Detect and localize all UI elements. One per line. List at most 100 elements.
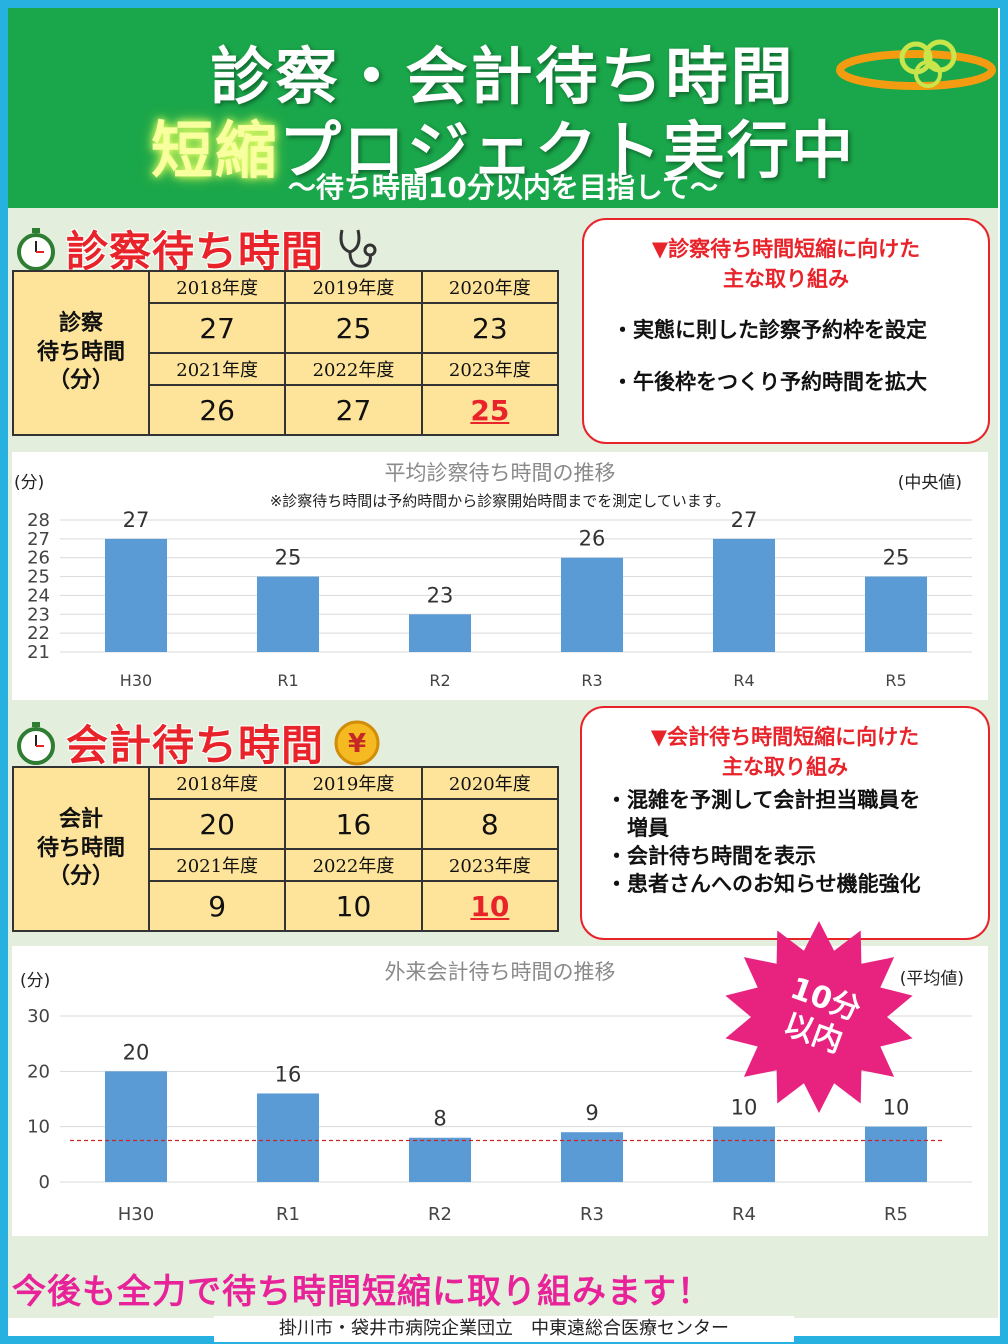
y-tick-label: 30 bbox=[27, 1006, 50, 1027]
exam-value-cell: 25 bbox=[284, 302, 423, 354]
exam-row-label: 診察 待ち時間 （分） bbox=[12, 270, 150, 436]
exam-chart-ylabel: (分) bbox=[14, 473, 45, 493]
billing-measure-item: ・会計待ち時間を表示 bbox=[606, 844, 816, 868]
bar-value-label: 8 bbox=[433, 1107, 446, 1131]
billing-value-cell: 9 bbox=[147, 880, 287, 932]
x-tick-label: R1 bbox=[277, 671, 298, 690]
billing-year-cell: 2021年度 bbox=[147, 848, 287, 882]
billing-year-cell: 2023年度 bbox=[420, 848, 560, 882]
y-tick-label: 25 bbox=[27, 567, 50, 588]
billing-row-label: 会計 待ち時間 （分） bbox=[12, 766, 150, 932]
header-subtitle: ～待ち時間10分以内を目指して～ bbox=[287, 171, 719, 204]
bar-value-label: 27 bbox=[123, 508, 150, 532]
x-tick-label: H30 bbox=[118, 1204, 154, 1225]
exam-year-cell: 2019年度 bbox=[284, 270, 423, 304]
bar-value-label: 26 bbox=[579, 527, 606, 551]
exam-title-text: 診察待ち時間 bbox=[66, 227, 325, 276]
billing-measures-box: ▼会計待ち時間短縮に向けた 主な取り組み ・混雑を予測して会計担当職員を 増員 ・… bbox=[580, 706, 990, 940]
bar-value-label: 25 bbox=[275, 546, 302, 570]
x-tick-label: R4 bbox=[732, 1204, 756, 1225]
x-tick-label: R2 bbox=[428, 1204, 452, 1225]
billing-chart: 0 10 20 30 20 H30 16 R1 8 R2 9 R3 10 R4 10 R5 外来会計待ち時間の… bbox=[12, 946, 988, 1236]
exam-measures-box: ▼診察待ち時間短縮に向けた 主な取り組み ・実態に則した診察予約枠を設定 ・午後枠… bbox=[582, 218, 990, 444]
y-tick-label: 10 bbox=[27, 1117, 50, 1138]
header-title-line1: 診察・会計待ち時間 bbox=[210, 40, 796, 113]
stethoscope-icon bbox=[339, 229, 377, 268]
x-tick-label: R2 bbox=[429, 671, 450, 690]
x-tick-label: H30 bbox=[120, 671, 152, 690]
billing-year-cell: 2020年度 bbox=[420, 766, 560, 800]
y-tick-label: 22 bbox=[27, 623, 50, 644]
y-tick-label: 24 bbox=[27, 585, 50, 606]
exam-chart: 21 22 23 24 25 26 27 28 27 H30 25 R1 23 R2 26 R3 27 R4 25 R… bbox=[12, 452, 988, 700]
bar-value-label: 23 bbox=[427, 583, 454, 607]
stopwatch-icon bbox=[17, 721, 55, 765]
billing-chart-stat: (平均値) bbox=[899, 969, 964, 989]
exam-value-cell: 26 bbox=[147, 384, 287, 436]
bar bbox=[257, 576, 319, 652]
bar bbox=[105, 538, 167, 652]
x-tick-label: R5 bbox=[885, 671, 906, 690]
y-tick-label: 0 bbox=[39, 1172, 50, 1193]
exam-measure-item: ・午後枠をつくり予約時間を拡大 bbox=[612, 370, 927, 394]
exam-year-cell: 2021年度 bbox=[147, 352, 287, 386]
bar-value-label: 20 bbox=[123, 1040, 150, 1064]
y-tick-label: 21 bbox=[27, 642, 50, 663]
billing-chart-svg: 0 10 20 30 20 H30 16 R1 8 R2 9 R3 10 R4 10 R5 bbox=[27, 1006, 972, 1225]
billing-title-text: 会計待ち時間 bbox=[66, 721, 325, 770]
exam-year-cell: 2018年度 bbox=[147, 270, 287, 304]
header-title-line2: 短縮プロジェクト実行中 bbox=[8, 100, 998, 190]
exam-year-cell: 2022年度 bbox=[284, 352, 423, 386]
bar-value-label: 25 bbox=[883, 546, 910, 570]
exam-year-cell: 2023年度 bbox=[420, 352, 560, 386]
header-banner: 診察・会計待ち時間 短縮プロジェクト実行中 ～待ち時間10分以内を目指して～ bbox=[8, 8, 998, 208]
exam-measure-item: ・実態に則した診察予約枠を設定 bbox=[612, 318, 927, 342]
bar-value-label: 10 bbox=[883, 1096, 910, 1120]
header-title-highlight: 短縮 bbox=[150, 114, 279, 187]
exam-section-title: 診察待ち時間 bbox=[14, 218, 380, 279]
x-tick-label: R3 bbox=[581, 671, 602, 690]
yen-coin-icon: ¥ bbox=[334, 720, 380, 765]
y-tick-label: 20 bbox=[27, 1061, 50, 1082]
billing-value-cell: 20 bbox=[147, 798, 287, 850]
bar-value-label: 27 bbox=[731, 508, 758, 532]
billing-measure-item: ・患者さんへのお知らせ機能強化 bbox=[606, 872, 921, 896]
exam-chart-title: 平均診察待ち時間の推移 bbox=[384, 461, 616, 485]
closing-message: 今後も全力で待ち時間短縮に取り組みます！ bbox=[12, 1272, 712, 1312]
ten-minute-badge: 10分 以内 bbox=[725, 921, 913, 1113]
stopwatch-icon bbox=[17, 227, 55, 271]
bar bbox=[561, 1132, 623, 1182]
exam-chart-note: ※診察待ち時間は予約時間から診察開始時間までを測定しています。 bbox=[269, 492, 731, 510]
x-tick-label: R5 bbox=[884, 1204, 908, 1225]
footer-organization: 掛川市・袋井市病院企業団立 中東遠総合医療センター bbox=[214, 1316, 794, 1342]
y-tick-label: 23 bbox=[27, 604, 50, 625]
bar bbox=[257, 1093, 319, 1182]
exam-chart-stat: (中央値) bbox=[897, 473, 962, 493]
x-tick-label: R1 bbox=[276, 1204, 300, 1225]
exam-value-cell: 27 bbox=[284, 384, 423, 436]
y-tick-label: 27 bbox=[27, 529, 50, 550]
billing-measures-title: ▼会計待ち時間短縮に向けた 主な取り組み bbox=[650, 725, 920, 779]
bar bbox=[561, 557, 623, 652]
bar bbox=[409, 1137, 471, 1182]
billing-year-cell: 2022年度 bbox=[284, 848, 423, 882]
hospital-logo-icon bbox=[836, 39, 996, 90]
billing-chart-ylabel: (分) bbox=[20, 971, 51, 991]
bar-value-label: 10 bbox=[731, 1096, 758, 1120]
bar-value-label: 9 bbox=[585, 1101, 598, 1125]
bar bbox=[713, 1126, 775, 1182]
bar bbox=[865, 576, 927, 652]
billing-value-cell: 10 bbox=[284, 880, 423, 932]
billing-value-latest: 10 bbox=[420, 880, 560, 932]
exam-value-cell: 27 bbox=[147, 302, 287, 354]
x-tick-label: R3 bbox=[580, 1204, 604, 1225]
svg-text:¥: ¥ bbox=[348, 729, 366, 759]
billing-chart-title: 外来会計待ち時間の推移 bbox=[384, 960, 616, 984]
exam-table: 診察 待ち時間 （分） 2018年度 2019年度 2020年度 27 25 23 … bbox=[12, 270, 560, 436]
bar bbox=[713, 538, 775, 652]
exam-measures-title: ▼診察待ち時間短縮に向けた 主な取り組み bbox=[651, 237, 921, 291]
y-tick-label: 28 bbox=[27, 510, 50, 531]
billing-measure-item: ・混雑を予測して会計担当職員を 増員 bbox=[606, 788, 921, 840]
bar bbox=[409, 614, 471, 652]
